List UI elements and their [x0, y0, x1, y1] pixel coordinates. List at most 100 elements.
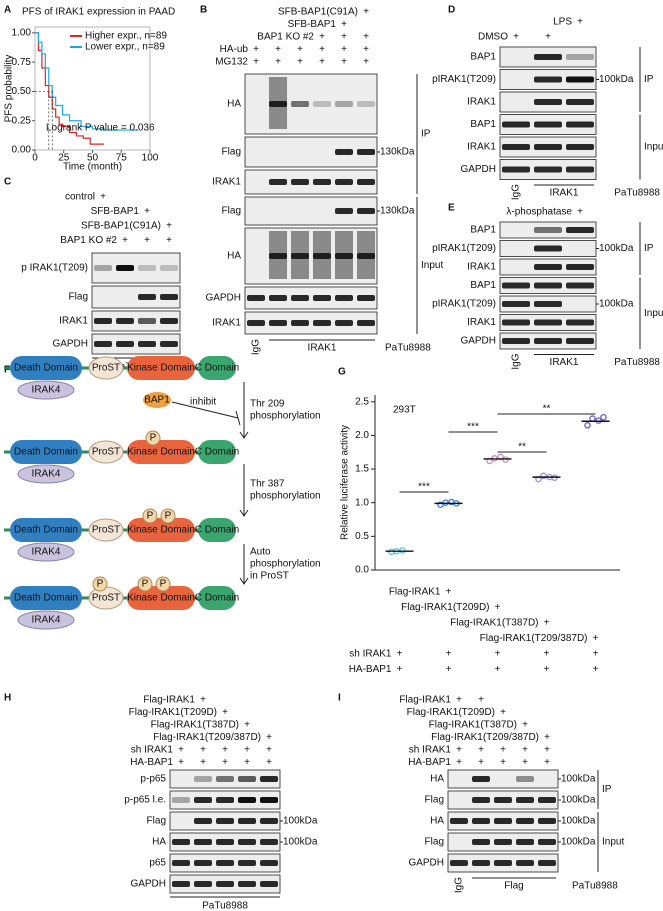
blot-band [116, 318, 134, 324]
blot-band [566, 166, 594, 173]
condition-label: SFB-BAP1 [288, 19, 337, 30]
plus-sign: + [253, 57, 259, 68]
blot-band [534, 264, 562, 270]
blot-band [269, 101, 287, 107]
bap1 [143, 392, 171, 408]
group-label: Input [644, 142, 663, 153]
blot-band [566, 319, 594, 326]
adaptor-label: IRAK4 [32, 547, 61, 558]
significance-label: ** [518, 442, 526, 453]
blot-label: HA [227, 99, 241, 110]
plus-sign: + [178, 757, 184, 768]
blot-band [502, 166, 530, 173]
panel-letter: I [338, 693, 341, 704]
plus-sign: + [363, 44, 369, 55]
condition-label: λ-phosphatase [506, 207, 572, 218]
lane-label: IRAK1 [550, 188, 579, 199]
plus-sign: + [593, 633, 599, 644]
lane-label: IRAK1 [308, 343, 337, 354]
blot-band [566, 282, 594, 289]
arrow-head [239, 431, 249, 439]
kda-marker: 100kDa [283, 837, 318, 848]
blot-label: Flag [69, 292, 88, 303]
blot-band [269, 295, 287, 301]
plus-sign: + [446, 664, 452, 675]
cell-line: PaTu8988 [614, 188, 660, 199]
plus-sign: + [363, 32, 369, 43]
blot-band [160, 294, 178, 300]
y-axis-label: PFS probability [4, 55, 15, 123]
condition-label: Flag-IRAK1(T209/387D) [431, 732, 539, 743]
blot-band [566, 54, 594, 60]
phospho [155, 576, 171, 592]
domain-label: Kinase Domain [127, 447, 195, 458]
blot-label: IRAK1 [467, 142, 496, 153]
plus-sign: + [545, 32, 551, 43]
blot-band [238, 881, 256, 887]
blot-band [534, 282, 562, 289]
plus-sign: + [222, 757, 228, 768]
plus-sign: + [266, 732, 272, 743]
blot-label: GAPDH [460, 336, 496, 347]
domain-label: Death Domain [14, 593, 78, 604]
x-tick-label: 50 [87, 153, 99, 164]
domain-label: Death Domain [14, 363, 78, 374]
condition-label: HA-ub [220, 44, 249, 55]
blot-band [216, 818, 234, 824]
blot-band [357, 149, 375, 155]
blot-band [450, 860, 468, 866]
plus-sign: + [275, 57, 281, 68]
blot-label: HA [227, 251, 241, 262]
plus-sign: + [266, 745, 272, 756]
blot-band [516, 818, 534, 824]
plus-sign: + [544, 757, 550, 768]
domain-label: Kinase Domain [127, 363, 195, 374]
blot-band [566, 227, 594, 233]
blot-band [138, 265, 156, 271]
blot-band [194, 818, 212, 824]
plus-sign: + [166, 235, 172, 246]
y-tick-label: 0.00 [12, 145, 32, 156]
blot-band [502, 144, 530, 150]
blot-band [357, 320, 375, 326]
blot-label: IRAK1 [212, 318, 241, 329]
blot-band [494, 818, 512, 824]
phospho-label: P [142, 579, 149, 590]
blot-band [260, 776, 278, 782]
phospho-label: P [150, 433, 157, 444]
blot-band [538, 797, 556, 803]
blot-band [260, 818, 278, 824]
blot-band [335, 149, 353, 155]
blot-band [335, 101, 353, 107]
blot-band [516, 797, 534, 803]
adaptor-label: IRAK4 [32, 469, 61, 480]
inhibit-bar [235, 410, 241, 426]
data-point [540, 472, 547, 480]
blot-label: GAPDH [52, 339, 88, 350]
blot-label: BAP1 [470, 119, 496, 130]
domain-label: Death Domain [14, 525, 78, 536]
blot-strip [244, 227, 378, 285]
condition-label: Flag-IRAK1 [143, 695, 195, 706]
plus-sign: + [244, 745, 250, 756]
blot-strip [91, 310, 181, 332]
domain-label: ProST [92, 525, 120, 536]
step-label: Thr 209 [250, 399, 285, 410]
blot-band [291, 179, 309, 185]
blot-strip [91, 252, 181, 284]
plus-sign: + [478, 695, 484, 706]
plus-sign: + [200, 745, 206, 756]
legend-label: Higher expr., n=89 [85, 31, 167, 42]
cell-line: PaTu8988 [202, 901, 248, 911]
kda-marker: 100kDa [599, 299, 634, 310]
phospho-label: P [147, 511, 154, 522]
plus-sign: + [222, 745, 228, 756]
panel-letter: C [4, 177, 11, 188]
domain-label: C Domain [195, 447, 239, 458]
blot-label: HA [152, 837, 166, 848]
blot-label: IRAK1 [467, 97, 496, 108]
blot-band [247, 295, 265, 301]
domain-label: C Domain [195, 525, 239, 536]
c-domain [198, 586, 236, 610]
plus-sign: + [297, 44, 303, 55]
